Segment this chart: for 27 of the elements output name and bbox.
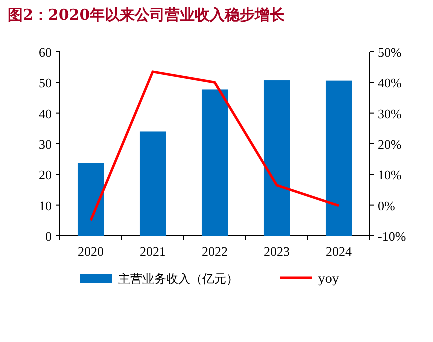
y-tick-label: 40 bbox=[39, 106, 52, 122]
y-tick-label: 50 bbox=[39, 76, 52, 91]
y-tick-label: 60 bbox=[39, 45, 52, 60]
bar bbox=[140, 132, 166, 236]
bar bbox=[326, 80, 352, 236]
y2-tick-label: 10% bbox=[378, 168, 402, 183]
y2-tick-label: 20% bbox=[378, 137, 402, 152]
y2-tick-label: 30% bbox=[378, 106, 402, 122]
bar bbox=[264, 80, 290, 236]
legend-label: 主营业务收入（亿元） bbox=[118, 272, 238, 286]
y-tick-label: 30 bbox=[39, 137, 52, 152]
y2-tick-label: 40% bbox=[378, 76, 402, 91]
y-tick-label: 10 bbox=[39, 198, 52, 214]
chart-title: 图2：2020年以来公司营业收入稳步增长 bbox=[8, 6, 286, 24]
y2-tick-label: 50% bbox=[378, 45, 402, 60]
y-tick-label: 20 bbox=[39, 168, 52, 183]
x-tick-label: 2020 bbox=[78, 244, 104, 259]
x-tick-label: 2024 bbox=[326, 244, 352, 259]
y2-tick-label: -10% bbox=[378, 229, 406, 244]
x-tick-label: 2022 bbox=[202, 244, 228, 259]
bar bbox=[202, 90, 228, 236]
legend-label: yoy bbox=[318, 272, 340, 286]
y2-tick-label: 0% bbox=[378, 198, 396, 214]
y-tick-label: 0 bbox=[46, 229, 52, 244]
x-tick-label: 2021 bbox=[140, 244, 166, 259]
bar bbox=[78, 163, 104, 236]
x-tick-label: 2023 bbox=[264, 244, 290, 259]
